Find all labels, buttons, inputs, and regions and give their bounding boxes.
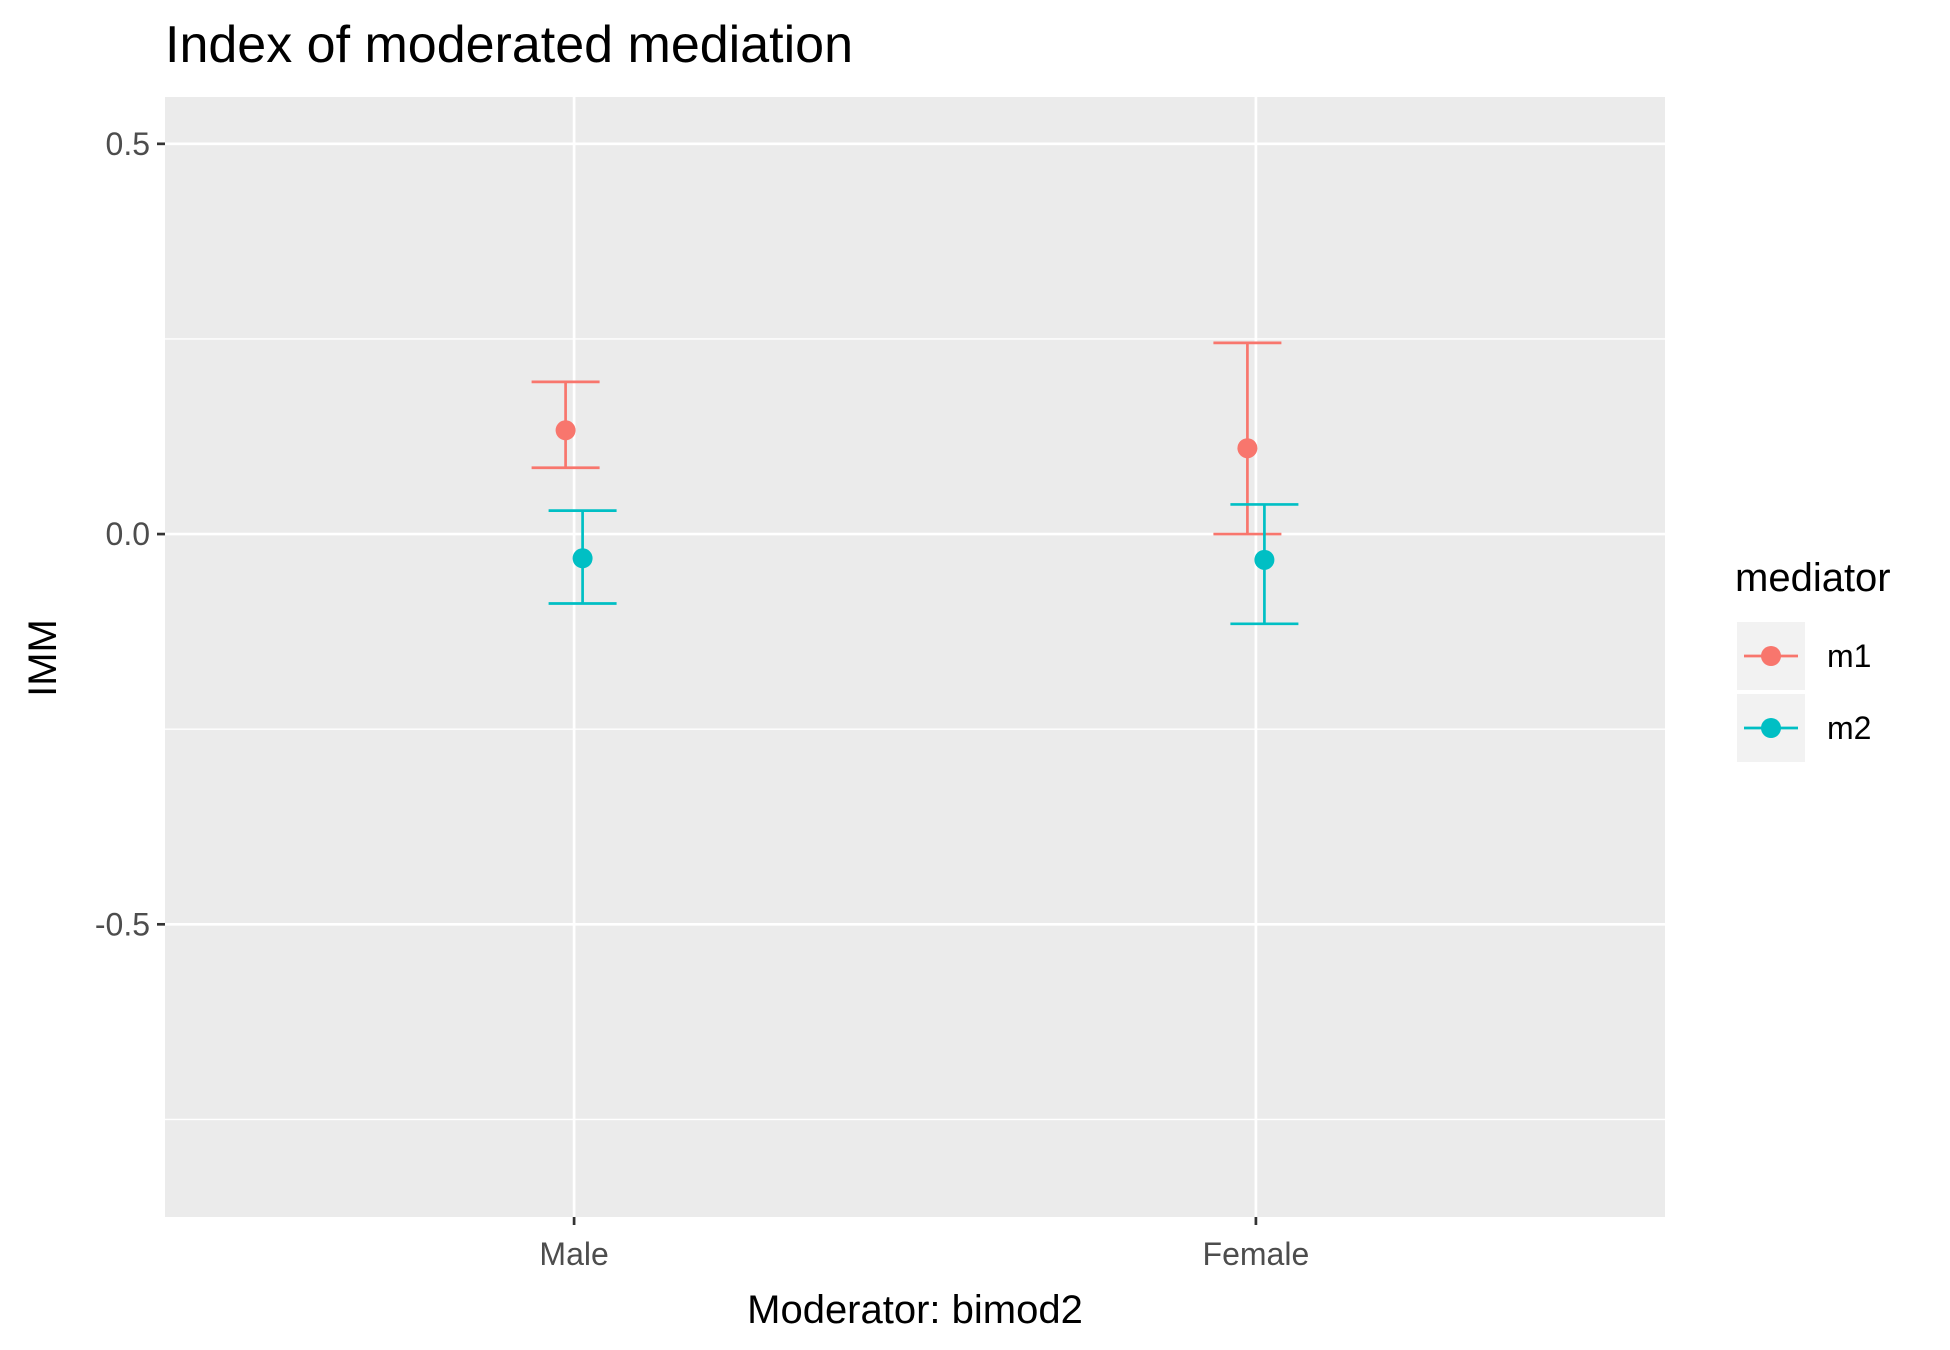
legend: mediator m1 m2: [1735, 556, 1891, 762]
point-m1: [1237, 438, 1258, 459]
legend-item-m1: m1: [1737, 622, 1871, 690]
chart-title: Index of moderated mediation: [165, 16, 853, 74]
data-marks: [531, 341, 1299, 626]
x-axis-title: Moderator: bimod2: [747, 1288, 1083, 1332]
grid-lines: [165, 97, 1665, 1217]
legend-item-m2: m2: [1737, 694, 1871, 762]
legend-title: mediator: [1735, 556, 1891, 600]
y-tick-label: 0.5: [106, 126, 150, 162]
legend-key-point: [1761, 646, 1781, 666]
plot-panel: [165, 97, 1665, 1217]
legend-key-point: [1761, 718, 1781, 738]
y-tick-label: 0.0: [106, 516, 150, 552]
axis-ticks: 0.5 0.0 -0.5 Male Female: [95, 126, 1309, 1272]
point-m1: [555, 420, 576, 441]
legend-label: m1: [1827, 638, 1871, 674]
x-tick-label: Male: [539, 1236, 608, 1272]
y-axis-title: IMM: [21, 619, 65, 697]
x-tick-label: Female: [1203, 1236, 1310, 1272]
y-tick-label: -0.5: [95, 906, 150, 942]
point-m2: [572, 548, 593, 569]
point-m2: [1254, 549, 1275, 570]
legend-label: m2: [1827, 710, 1871, 746]
